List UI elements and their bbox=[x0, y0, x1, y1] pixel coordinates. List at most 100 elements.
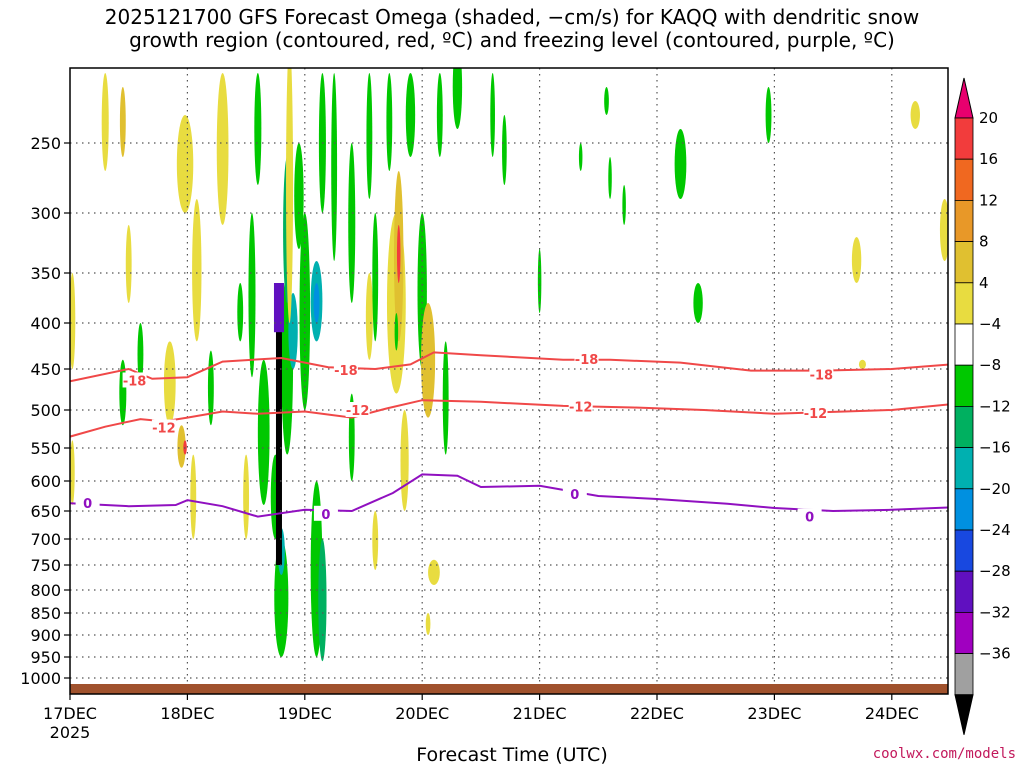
colorbar-label-12: −32 bbox=[979, 603, 1011, 621]
omega-cell-60 bbox=[608, 157, 612, 199]
omega-cell-68 bbox=[939, 199, 948, 261]
y-tick-label-600: 600 bbox=[30, 472, 61, 491]
contour-line--18C bbox=[70, 351, 948, 383]
y-tick-label-500: 500 bbox=[30, 401, 61, 420]
omega-cell-34 bbox=[331, 73, 338, 261]
omega-cell-44 bbox=[386, 73, 393, 171]
gridlines bbox=[70, 68, 948, 694]
colorbar-swatch-2 bbox=[954, 158, 974, 201]
contour-label-bg bbox=[809, 366, 834, 382]
omega-cell-7 bbox=[163, 341, 176, 426]
omega-cell-17 bbox=[243, 454, 250, 539]
colorbar-label-8: −16 bbox=[979, 439, 1011, 457]
colorbar-label-2: 12 bbox=[979, 191, 998, 209]
omega-cell-54 bbox=[452, 68, 463, 129]
omega-cell-12 bbox=[190, 454, 197, 539]
contour-label--12C-1: -12 bbox=[346, 404, 370, 419]
y-tick-label-400: 400 bbox=[30, 314, 61, 333]
contour-line-0C bbox=[70, 473, 948, 518]
colorbar-label-6: −8 bbox=[979, 356, 1001, 374]
x-tick-label-17DEC: 17DEC bbox=[43, 704, 97, 723]
colorbar-swatch-14 bbox=[954, 653, 974, 696]
omega-cell-49 bbox=[405, 73, 416, 157]
omega-cell-35 bbox=[348, 143, 356, 303]
contour-label-0C-0: 0 bbox=[83, 497, 92, 512]
omega-shading bbox=[70, 68, 948, 662]
colorbar-label-1: 16 bbox=[979, 150, 998, 168]
y-tick-label-700: 700 bbox=[30, 530, 61, 549]
omega-cell-28 bbox=[299, 213, 311, 410]
omega-cell-47 bbox=[421, 303, 436, 418]
colorbar-label-11: −28 bbox=[979, 562, 1011, 580]
y-tick-label-950: 950 bbox=[30, 648, 61, 667]
contour-label-bg bbox=[345, 402, 370, 417]
x-axis-label: Forecast Time (UTC) bbox=[416, 744, 608, 766]
colorbar-bottom-arrow bbox=[954, 694, 974, 735]
y-tick-label-450: 450 bbox=[30, 360, 61, 379]
omega-cell-69 bbox=[394, 313, 399, 351]
contour-label-0C-1: 0 bbox=[321, 508, 330, 523]
y-tick-label-850: 850 bbox=[30, 604, 61, 623]
omega-cell-50 bbox=[436, 73, 443, 157]
colorbar-swatch-3 bbox=[954, 199, 974, 242]
x-tick-year: 2025 bbox=[50, 723, 91, 742]
x-tick-label-22DEC: 22DEC bbox=[630, 704, 684, 723]
contour-label--12C-0: -12 bbox=[152, 421, 176, 436]
contour-label-0C-2: 0 bbox=[570, 488, 579, 503]
colorbar-swatch-13 bbox=[954, 612, 974, 655]
y-tick-label-250: 250 bbox=[30, 134, 61, 153]
omega-cell-38 bbox=[366, 73, 373, 199]
contour-label-bg bbox=[333, 361, 358, 377]
colorbar-swatch-1 bbox=[954, 117, 974, 160]
omega-cell-67 bbox=[910, 101, 920, 129]
omega-cell-15 bbox=[237, 283, 244, 342]
omega-cell-43 bbox=[396, 225, 401, 283]
colorbar-label-5: −4 bbox=[979, 315, 1001, 333]
colorbar-top-arrow bbox=[954, 77, 974, 119]
chart-title: 2025121700 GFS Forecast Omega (shaded, −… bbox=[0, 6, 1024, 52]
colorbar-label-10: −24 bbox=[979, 521, 1011, 539]
colorbar-swatch-8 bbox=[954, 405, 974, 448]
contours: -18 -18 -18 -18 -12 -12 -12 -12 0 0 0 0 bbox=[70, 350, 948, 526]
omega-cell-52 bbox=[425, 613, 431, 635]
omega-cell-39 bbox=[372, 213, 379, 342]
contour-label-bg bbox=[568, 398, 593, 414]
x-tick-label-20DEC: 20DEC bbox=[395, 704, 449, 723]
omega-cell-2 bbox=[101, 73, 109, 171]
omega-cell-59 bbox=[604, 87, 609, 115]
omega-cell-33 bbox=[318, 539, 327, 662]
colorbar-label-7: −12 bbox=[979, 397, 1011, 415]
omega-cell-56 bbox=[502, 115, 507, 185]
omega-cell-19 bbox=[257, 359, 270, 505]
y-tick-label-650: 650 bbox=[30, 502, 61, 521]
omega-cell-21 bbox=[274, 539, 289, 657]
omega-cell-18 bbox=[254, 73, 262, 185]
plot-frame bbox=[69, 67, 949, 695]
colorbar-swatch-4 bbox=[954, 241, 974, 284]
contour-label--18C-1: -18 bbox=[334, 364, 358, 379]
omega-cell-3 bbox=[119, 87, 126, 157]
colorbar-swatch-9 bbox=[954, 447, 974, 490]
colorbar-label-3: 8 bbox=[979, 233, 989, 251]
omega-cell-62 bbox=[674, 129, 687, 199]
credit-link[interactable]: coolwx.com/models bbox=[872, 746, 1016, 762]
contour-label-bg bbox=[797, 508, 822, 524]
omega-cell-14 bbox=[216, 73, 229, 225]
contour-label--18C-3: -18 bbox=[810, 369, 834, 384]
x-tick-label-21DEC: 21DEC bbox=[513, 704, 567, 723]
contour-label-bg bbox=[75, 495, 100, 511]
contour-label--18C-2: -18 bbox=[575, 353, 599, 368]
omega-core bbox=[275, 303, 282, 565]
omega-cell-4 bbox=[125, 225, 132, 303]
omega-cell-8 bbox=[177, 425, 186, 468]
omega-cell-45 bbox=[400, 410, 409, 511]
omega-cell-64 bbox=[765, 87, 772, 143]
omega-cell-30 bbox=[313, 283, 320, 323]
omega-cell-66 bbox=[858, 359, 866, 369]
omega-cell-63 bbox=[693, 283, 703, 323]
title-line-2: growth region (contoured, red, ºC) and f… bbox=[129, 28, 895, 52]
contour-label-bg bbox=[574, 350, 599, 366]
colorbar-swatch-6 bbox=[954, 323, 974, 366]
